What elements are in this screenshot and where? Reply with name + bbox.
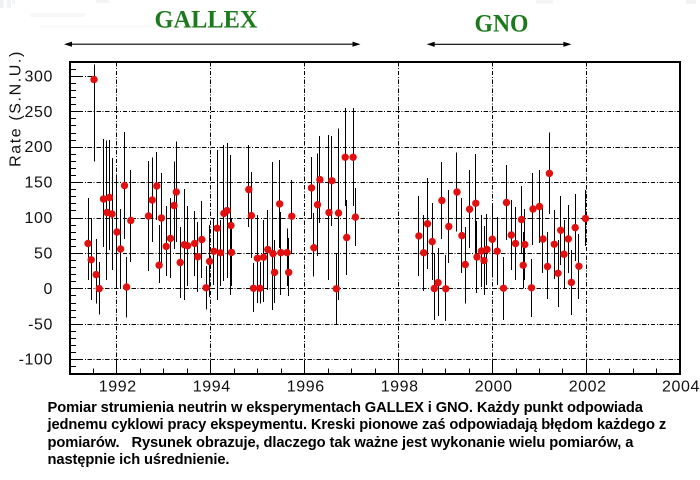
svg-text:100: 100	[25, 210, 54, 227]
svg-text:2002: 2002	[569, 379, 607, 396]
svg-text:1992: 1992	[99, 379, 137, 396]
svg-text:1998: 1998	[381, 379, 419, 396]
svg-text:-50: -50	[28, 316, 53, 333]
svg-text:200: 200	[25, 139, 54, 156]
svg-text:0: 0	[44, 281, 54, 298]
svg-text:50: 50	[34, 246, 53, 263]
svg-text:2004: 2004	[662, 379, 700, 396]
svg-text:1994: 1994	[193, 379, 231, 396]
svg-text:Rate (S.N.U.): Rate (S.N.U.)	[8, 50, 25, 167]
svg-text:GNO: GNO	[475, 11, 529, 38]
svg-text:GALLEX: GALLEX	[155, 7, 258, 34]
svg-text:2000: 2000	[475, 379, 513, 396]
svg-text:1996: 1996	[287, 379, 325, 396]
svg-text:300: 300	[25, 68, 54, 85]
svg-text:-100: -100	[19, 352, 53, 369]
svg-text:150: 150	[25, 175, 54, 192]
svg-text:250: 250	[25, 104, 54, 121]
